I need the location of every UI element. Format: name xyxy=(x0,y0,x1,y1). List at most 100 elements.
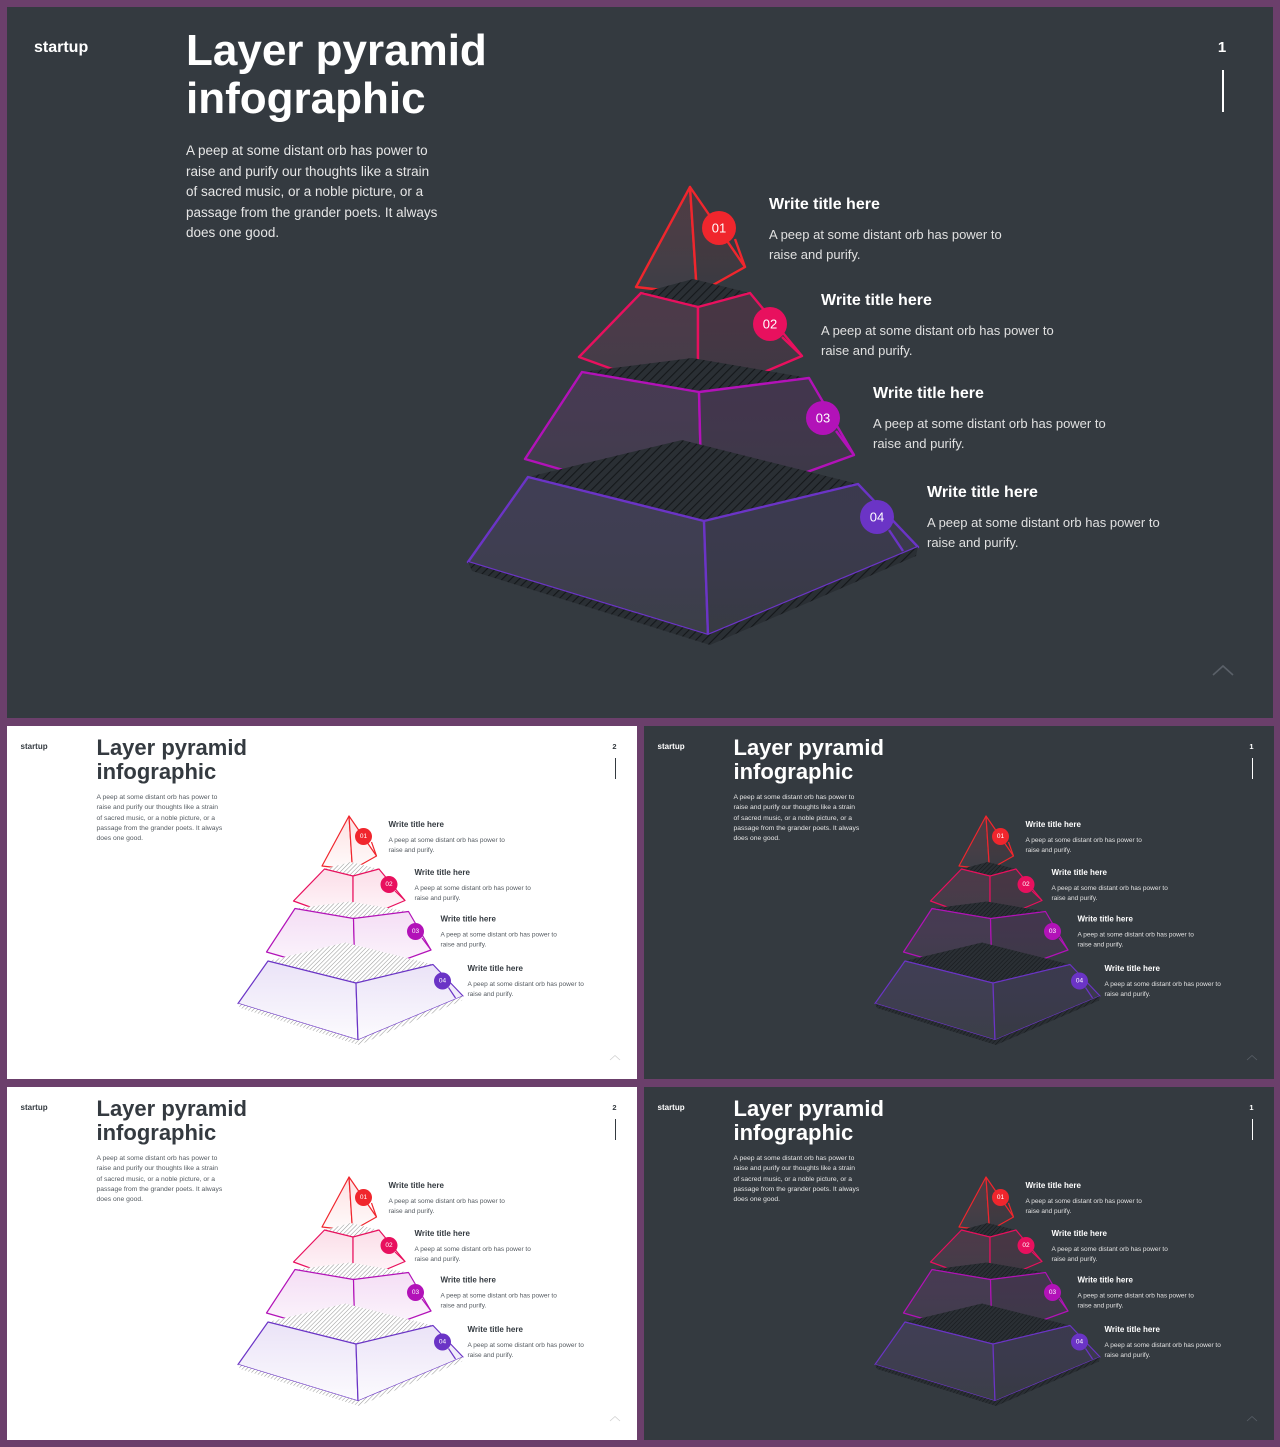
step-badge-number: 02 xyxy=(1022,881,1030,888)
slide-title: Layer pyramid infographic xyxy=(97,736,247,784)
chevron-up-icon[interactable] xyxy=(609,1415,621,1422)
badge-leader-line xyxy=(1084,987,1093,999)
slide-thumbnail-2[interactable]: startup Layer pyramid infographic A peep at… xyxy=(7,726,637,1079)
step-badge-03: 03 xyxy=(1043,923,1061,940)
slide-description-line: raise and purify our thoughts like a str… xyxy=(733,1165,856,1173)
slide-description: A peep at some distant orb has power to r… xyxy=(734,793,860,844)
step-badge-number: 03 xyxy=(1048,1289,1056,1296)
slide-description: A peep at some distant orb has power to r… xyxy=(97,793,223,844)
slide-description-line: passage from the grander poets. It alway… xyxy=(733,1185,860,1193)
brand-label: startup xyxy=(20,1103,48,1112)
step-title: Write title here xyxy=(388,1181,444,1190)
slide-title-line: infographic xyxy=(96,1119,217,1145)
badge-leader-line xyxy=(1084,1348,1093,1360)
badge-leader-line xyxy=(733,238,747,268)
slide-description-line: raise and purify our thoughts like a str… xyxy=(96,804,219,812)
step-title: Write title here xyxy=(1077,1276,1133,1285)
pyramid-base-shadow xyxy=(237,996,463,1045)
slide-title: Layer pyramid infographic xyxy=(186,27,487,122)
layer-top-surface xyxy=(528,440,858,521)
slide-thumbnail-4[interactable]: startup Layer pyramid infographic A peep at… xyxy=(7,1087,637,1440)
slide-title: Layer pyramid infographic xyxy=(734,1097,884,1145)
step-description-line: A peep at some distant orb has power to xyxy=(1025,837,1142,844)
slide-title: Layer pyramid infographic xyxy=(97,1097,247,1145)
layer-top-surface xyxy=(294,1262,408,1280)
badge-leader-line xyxy=(421,937,431,951)
slide-thumbnail-5[interactable]: startup Layer pyramid infographic A peep at… xyxy=(644,1087,1274,1440)
badge-leader-line xyxy=(394,890,405,901)
pyramid-base-shadow xyxy=(874,996,1100,1045)
pyramid-layer-01 xyxy=(957,1176,1014,1232)
step-badge-02: 02 xyxy=(1017,876,1034,893)
slide-title-line: infographic xyxy=(96,758,217,784)
step-description-line: A peep at some distant orb has power to xyxy=(440,932,557,939)
badge-leader-line xyxy=(888,529,904,552)
slide-description-line: A peep at some distant orb has power to xyxy=(186,143,428,158)
step-description-line: A peep at some distant orb has power to xyxy=(467,1342,584,1349)
step-description-line: raise and purify. xyxy=(1051,1256,1097,1263)
brand-label: startup xyxy=(657,1103,685,1112)
pyramid-layer-04 xyxy=(236,942,464,1041)
step-description-line: raise and purify. xyxy=(440,1303,486,1310)
chevron-up-icon[interactable] xyxy=(1211,663,1235,677)
step-description-line: raise and purify. xyxy=(414,1256,460,1263)
step-description-line: raise and purify. xyxy=(1104,991,1150,998)
step-text-04: Write title here A peep at some distant o… xyxy=(1104,964,1221,998)
step-title: Write title here xyxy=(440,1276,496,1285)
slide-description-line: of sacred music, or a noble picture, or … xyxy=(186,184,424,200)
step-badge-04: 04 xyxy=(860,500,894,534)
step-text-03: Write title here A peep at some distant o… xyxy=(440,915,557,949)
layer-top-surface xyxy=(904,942,1070,983)
chevron-up-icon[interactable] xyxy=(1246,1415,1258,1422)
layer-top-surface xyxy=(267,942,433,983)
layer-pyramid-diagram: 01 02 03 04 Write title here A peep at some d… xyxy=(236,815,584,1045)
step-badge-03: 03 xyxy=(1043,1284,1061,1301)
step-text-02: Write title here A peep at some distant o… xyxy=(1051,1229,1168,1263)
slide-title-line: Layer pyramid xyxy=(733,1096,884,1121)
step-text-03: Write title here A peep at some distant o… xyxy=(1077,915,1194,949)
step-badge-03: 03 xyxy=(406,923,424,940)
step-badge-04: 04 xyxy=(433,972,451,990)
step-description-line: raise and purify. xyxy=(388,1208,434,1215)
slide-description-line: A peep at some distant orb has power to xyxy=(96,1155,218,1162)
step-badge-number: 01 xyxy=(359,1194,367,1201)
step-title: Write title here xyxy=(1104,964,1160,973)
step-description-line: A peep at some distant orb has power to xyxy=(1051,1246,1168,1253)
step-title: Write title here xyxy=(821,292,932,309)
slide-description-line: of sacred music, or a noble picture, or … xyxy=(96,1175,216,1183)
slide-description-line: does one good. xyxy=(733,1196,781,1204)
slide-title: Layer pyramid infographic xyxy=(734,736,884,784)
pyramid-base-shadow xyxy=(874,1357,1100,1406)
step-badge-02: 02 xyxy=(1017,1237,1034,1254)
slide-description-line: passage from the grander poets. It alway… xyxy=(96,1185,223,1193)
step-text-04: Write title here A peep at some distant o… xyxy=(467,1325,584,1359)
badge-leader-line xyxy=(447,1348,456,1360)
chevron-up-icon[interactable] xyxy=(609,1054,621,1061)
step-description-line: raise and purify. xyxy=(821,343,913,358)
step-badge-number: 01 xyxy=(712,221,726,236)
step-description-line: raise and purify. xyxy=(1025,847,1071,854)
step-badge-number: 01 xyxy=(996,833,1004,840)
badge-leader-line xyxy=(1058,1298,1068,1312)
layer-pyramid-diagram: 01 02 03 04 Write title here A peep at some d… xyxy=(466,185,1160,645)
step-badge-number: 03 xyxy=(411,928,419,935)
layer-pyramid-diagram: 01 02 03 04 Write title here A peep at some d… xyxy=(873,1176,1221,1406)
step-description-line: A peep at some distant orb has power to xyxy=(440,1293,557,1300)
layer-top-surface xyxy=(931,1262,1045,1280)
slide-thumbnail-3[interactable]: startup Layer pyramid infographic A peep at… xyxy=(644,726,1274,1079)
step-title: Write title here xyxy=(467,964,523,973)
slide-description-line: A peep at some distant orb has power to xyxy=(733,1155,855,1162)
slide-description-line: A peep at some distant orb has power to xyxy=(733,794,855,801)
page-number: 2 xyxy=(612,742,617,751)
step-description-line: A peep at some distant orb has power to xyxy=(873,416,1106,431)
badge-leader-line xyxy=(370,1202,377,1218)
pyramid-layer-04 xyxy=(236,1303,464,1402)
step-text-02: Write title here A peep at some distant o… xyxy=(821,292,1054,358)
badge-leader-line xyxy=(1007,841,1014,857)
chevron-up-icon[interactable] xyxy=(1246,1054,1258,1061)
step-text-02: Write title here A peep at some distant o… xyxy=(1051,868,1168,902)
step-description-line: A peep at some distant orb has power to xyxy=(821,323,1054,338)
step-description-line: A peep at some distant orb has power to xyxy=(927,515,1160,530)
step-description-line: A peep at some distant orb has power to xyxy=(1104,1342,1221,1349)
step-description-line: A peep at some distant orb has power to xyxy=(1077,932,1194,939)
